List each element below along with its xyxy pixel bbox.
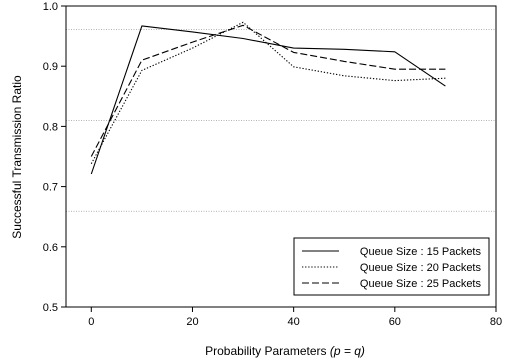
y-tick-label: 0.5 — [43, 302, 58, 314]
legend-box — [293, 237, 490, 296]
legend-label-2: Queue Size : 20 Packets — [360, 262, 482, 274]
y-tick-label: 0.7 — [43, 182, 58, 194]
y-tick-label: 0.8 — [43, 121, 58, 133]
x-tick-label: 60 — [389, 316, 401, 328]
y-axis-label: Successful Transmission Ratio — [10, 75, 24, 239]
reference-lines — [66, 29, 496, 212]
y-tick-label: 1.0 — [43, 1, 58, 13]
y-tick-label: 0.6 — [43, 242, 58, 254]
y-axis: 0.5 0.6 0.7 0.8 0.9 1.0 — [43, 1, 66, 314]
series-line-1 — [90, 25, 446, 175]
y-tick-label: 0.9 — [43, 61, 58, 73]
x-axis-label: Probability Parameters (p = q) — [205, 344, 365, 358]
series-lines — [90, 21, 446, 175]
x-axis: 0 20 40 60 80 — [88, 307, 502, 328]
series-line-3 — [90, 24, 446, 157]
x-axis-label-params: (p = q) — [330, 344, 365, 358]
x-axis-label-main: Probability Parameters — [205, 344, 330, 358]
x-tick-label: 0 — [88, 316, 94, 328]
x-tick-label: 80 — [490, 316, 502, 328]
x-tick-label: 40 — [288, 316, 300, 328]
legend: Queue Size : 15 Packets Queue Size : 20 P… — [293, 237, 490, 296]
legend-label-3: Queue Size : 25 Packets — [360, 278, 482, 290]
plot-frame — [65, 5, 497, 308]
x-tick-label: 20 — [186, 316, 198, 328]
series-line-2 — [90, 21, 446, 164]
legend-label-1: Queue Size : 15 Packets — [360, 246, 482, 258]
